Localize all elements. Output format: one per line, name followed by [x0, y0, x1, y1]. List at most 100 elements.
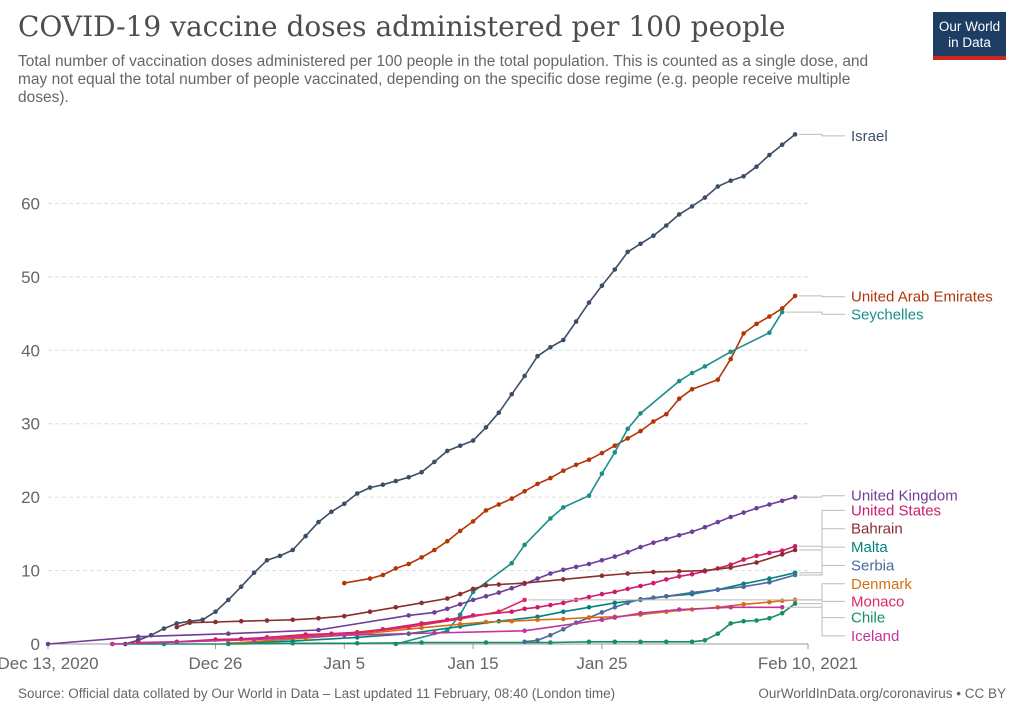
- data-point[interactable]: [496, 502, 502, 507]
- data-point[interactable]: [483, 425, 489, 430]
- data-point[interactable]: [457, 621, 463, 627]
- data-point[interactable]: [483, 508, 489, 513]
- data-point[interactable]: [767, 576, 772, 581]
- data-point[interactable]: [561, 468, 566, 474]
- data-point[interactable]: [110, 641, 115, 647]
- data-point[interactable]: [316, 519, 321, 525]
- data-point[interactable]: [445, 606, 450, 612]
- data-point[interactable]: [406, 561, 412, 567]
- data-point[interactable]: [754, 560, 759, 565]
- data-point[interactable]: [625, 586, 630, 592]
- data-point[interactable]: [316, 616, 321, 621]
- data-point[interactable]: [548, 571, 553, 576]
- data-point[interactable]: [625, 600, 630, 606]
- data-point[interactable]: [419, 555, 424, 560]
- data-point[interactable]: [779, 605, 785, 610]
- data-point[interactable]: [728, 349, 733, 355]
- data-point[interactable]: [586, 300, 592, 305]
- data-point[interactable]: [689, 386, 695, 392]
- data-point[interactable]: [715, 519, 721, 525]
- data-point[interactable]: [689, 529, 695, 534]
- data-point[interactable]: [792, 547, 798, 553]
- data-point[interactable]: [200, 617, 205, 623]
- data-point[interactable]: [689, 590, 695, 595]
- data-point[interactable]: [612, 600, 618, 606]
- data-point[interactable]: [303, 533, 308, 539]
- data-point[interactable]: [226, 641, 231, 647]
- data-point[interactable]: [535, 605, 540, 610]
- owid-logo[interactable]: Our World in Data: [933, 12, 1006, 60]
- data-point[interactable]: [509, 392, 514, 397]
- data-point[interactable]: [586, 605, 592, 610]
- data-point[interactable]: [676, 378, 682, 384]
- data-point[interactable]: [277, 553, 283, 559]
- series-line-monaco[interactable]: [266, 599, 525, 639]
- series-iceland[interactable]: [110, 605, 785, 647]
- data-point[interactable]: [509, 560, 514, 566]
- data-point[interactable]: [741, 602, 746, 607]
- data-point[interactable]: [612, 443, 618, 449]
- data-point[interactable]: [767, 314, 772, 319]
- data-point[interactable]: [509, 496, 514, 501]
- series-label-seychelles[interactable]: Seychelles: [851, 306, 924, 323]
- data-point[interactable]: [728, 565, 733, 570]
- data-point[interactable]: [535, 576, 540, 581]
- data-point[interactable]: [380, 482, 386, 488]
- data-point[interactable]: [599, 450, 605, 456]
- data-point[interactable]: [612, 267, 618, 272]
- data-point[interactable]: [174, 621, 180, 626]
- data-point[interactable]: [290, 547, 296, 553]
- data-point[interactable]: [367, 576, 373, 581]
- series-line-serbia[interactable]: [524, 574, 796, 643]
- series-israel[interactable]: [123, 132, 798, 647]
- data-point[interactable]: [561, 600, 566, 606]
- series-line-bahrain[interactable]: [176, 549, 796, 628]
- data-point[interactable]: [367, 609, 373, 614]
- data-point[interactable]: [522, 606, 527, 612]
- data-point[interactable]: [599, 617, 605, 623]
- data-point[interactable]: [767, 550, 772, 556]
- data-point[interactable]: [496, 582, 502, 587]
- series-line-united-states[interactable]: [138, 545, 796, 644]
- data-point[interactable]: [470, 438, 476, 443]
- data-point[interactable]: [767, 502, 772, 507]
- data-point[interactable]: [664, 577, 669, 582]
- data-point[interactable]: [586, 639, 592, 645]
- data-point[interactable]: [779, 548, 785, 553]
- data-point[interactable]: [754, 553, 759, 559]
- data-point[interactable]: [599, 471, 605, 476]
- data-point[interactable]: [316, 627, 321, 633]
- data-point[interactable]: [754, 618, 759, 623]
- data-point[interactable]: [457, 602, 463, 607]
- data-point[interactable]: [754, 321, 759, 327]
- data-point[interactable]: [419, 469, 424, 475]
- data-point[interactable]: [548, 602, 553, 608]
- data-point[interactable]: [767, 616, 772, 621]
- data-point[interactable]: [419, 625, 424, 631]
- data-point[interactable]: [561, 627, 566, 632]
- data-point[interactable]: [522, 489, 527, 494]
- data-point[interactable]: [612, 554, 618, 559]
- data-point[interactable]: [638, 583, 643, 589]
- data-point[interactable]: [264, 618, 270, 623]
- data-point[interactable]: [445, 596, 450, 601]
- data-point[interactable]: [393, 478, 399, 484]
- data-point[interactable]: [779, 610, 785, 616]
- data-point[interactable]: [586, 493, 592, 499]
- data-point[interactable]: [638, 610, 643, 616]
- data-point[interactable]: [573, 564, 579, 570]
- data-point[interactable]: [496, 609, 502, 614]
- data-point[interactable]: [779, 306, 785, 311]
- data-point[interactable]: [715, 631, 721, 636]
- data-point[interactable]: [599, 558, 605, 563]
- data-point[interactable]: [625, 571, 630, 576]
- data-point[interactable]: [393, 605, 399, 610]
- data-point[interactable]: [264, 558, 270, 563]
- data-point[interactable]: [676, 396, 682, 402]
- data-point[interactable]: [689, 204, 695, 209]
- series-line-seychelles[interactable]: [395, 311, 783, 645]
- data-point[interactable]: [767, 330, 772, 336]
- data-point[interactable]: [779, 309, 785, 315]
- data-point[interactable]: [676, 569, 682, 574]
- data-point[interactable]: [522, 373, 527, 379]
